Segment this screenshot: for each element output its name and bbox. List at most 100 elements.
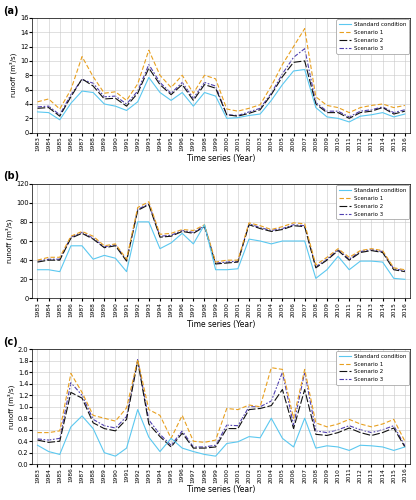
Line: Scenario 3: Scenario 3	[37, 360, 405, 447]
Scenario 3	[68, 234, 73, 240]
Scenario 1	[91, 233, 96, 239]
Scenario 2	[391, 266, 396, 272]
Scenario 3	[391, 266, 396, 272]
Scenario 1	[347, 254, 352, 260]
Scenario 2	[402, 268, 407, 274]
Scenario 1	[224, 257, 229, 263]
Scenario 3	[57, 256, 62, 262]
Scenario 3	[336, 108, 341, 114]
Scenario 1	[258, 222, 262, 228]
Scenario 1	[213, 76, 218, 82]
Standard condition	[91, 256, 96, 262]
Line: Scenario 2: Scenario 2	[37, 204, 405, 272]
Standard condition	[258, 111, 262, 117]
Scenario 1	[168, 436, 173, 442]
Scenario 2	[57, 113, 62, 119]
Standard condition	[380, 259, 385, 265]
Scenario 1	[158, 72, 163, 78]
Standard condition	[213, 266, 218, 272]
Standard condition	[235, 439, 240, 445]
Standard condition	[258, 238, 262, 244]
Scenario 2	[168, 233, 173, 239]
Scenario 1	[79, 54, 84, 60]
Scenario 3	[46, 103, 51, 109]
Scenario 3	[291, 54, 296, 60]
Standard condition	[146, 219, 151, 225]
Scenario 1	[302, 26, 307, 32]
Scenario 2	[358, 430, 363, 436]
Scenario 3	[158, 80, 163, 86]
Scenario 3	[235, 112, 240, 118]
Standard condition	[180, 90, 185, 96]
Scenario 1	[168, 230, 173, 236]
Scenario 3	[247, 221, 252, 227]
Scenario 2	[202, 445, 207, 451]
Scenario 1	[302, 221, 307, 227]
Scenario 1	[135, 81, 140, 87]
Scenario 1	[213, 437, 218, 443]
Scenario 3	[102, 244, 107, 250]
Legend: Standard condition, Scenario 1, Scenario 2, Scenario 3: Standard condition, Scenario 1, Scenario…	[337, 351, 409, 385]
Scenario 3	[402, 443, 407, 449]
Scenario 3	[35, 104, 40, 110]
Scenario 2	[258, 226, 262, 232]
Scenario 3	[168, 442, 173, 448]
Scenario 3	[135, 206, 140, 212]
Scenario 1	[291, 44, 296, 50]
Y-axis label: runoff (m³/s): runoff (m³/s)	[5, 219, 13, 263]
Scenario 3	[324, 256, 329, 262]
Scenario 2	[224, 112, 229, 118]
Scenario 2	[235, 113, 240, 119]
Scenario 3	[191, 444, 196, 450]
Standard condition	[213, 93, 218, 99]
Scenario 2	[235, 259, 240, 265]
Scenario 2	[369, 108, 374, 114]
Scenario 3	[158, 233, 163, 239]
Scenario 1	[247, 220, 252, 226]
Scenario 3	[247, 404, 252, 409]
Scenario 2	[347, 116, 352, 121]
Scenario 3	[391, 110, 396, 116]
Standard condition	[313, 104, 318, 110]
Standard condition	[68, 100, 73, 106]
Scenario 2	[336, 430, 341, 436]
Scenario 3	[336, 246, 341, 252]
Scenario 2	[180, 430, 185, 436]
Scenario 2	[113, 95, 118, 101]
Scenario 2	[191, 230, 196, 236]
Standard condition	[79, 243, 84, 249]
Scenario 2	[235, 426, 240, 432]
Scenario 1	[191, 90, 196, 96]
Scenario 1	[113, 89, 118, 95]
Scenario 1	[324, 424, 329, 430]
Scenario 1	[402, 102, 407, 108]
Scenario 2	[135, 208, 140, 214]
Line: Scenario 1: Scenario 1	[37, 202, 405, 270]
Standard condition	[57, 452, 62, 458]
Scenario 2	[280, 386, 285, 392]
Scenario 2	[347, 425, 352, 431]
Scenario 3	[347, 256, 352, 262]
Scenario 3	[347, 422, 352, 428]
Scenario 3	[258, 404, 262, 409]
Standard condition	[391, 114, 396, 120]
Scenario 3	[235, 258, 240, 264]
Scenario 2	[291, 426, 296, 432]
Scenario 2	[158, 234, 163, 240]
Scenario 2	[269, 92, 274, 98]
Scenario 2	[135, 358, 140, 364]
Scenario 1	[291, 220, 296, 226]
Scenario 2	[158, 82, 163, 87]
Scenario 3	[280, 226, 285, 232]
Scenario 1	[380, 101, 385, 107]
Scenario 3	[302, 46, 307, 52]
Scenario 2	[324, 432, 329, 438]
Scenario 3	[202, 222, 207, 228]
Standard condition	[347, 266, 352, 272]
Scenario 2	[247, 222, 252, 228]
Scenario 3	[358, 248, 363, 254]
Scenario 3	[358, 426, 363, 432]
Scenario 2	[46, 440, 51, 446]
Scenario 3	[68, 380, 73, 386]
Scenario 1	[46, 254, 51, 260]
